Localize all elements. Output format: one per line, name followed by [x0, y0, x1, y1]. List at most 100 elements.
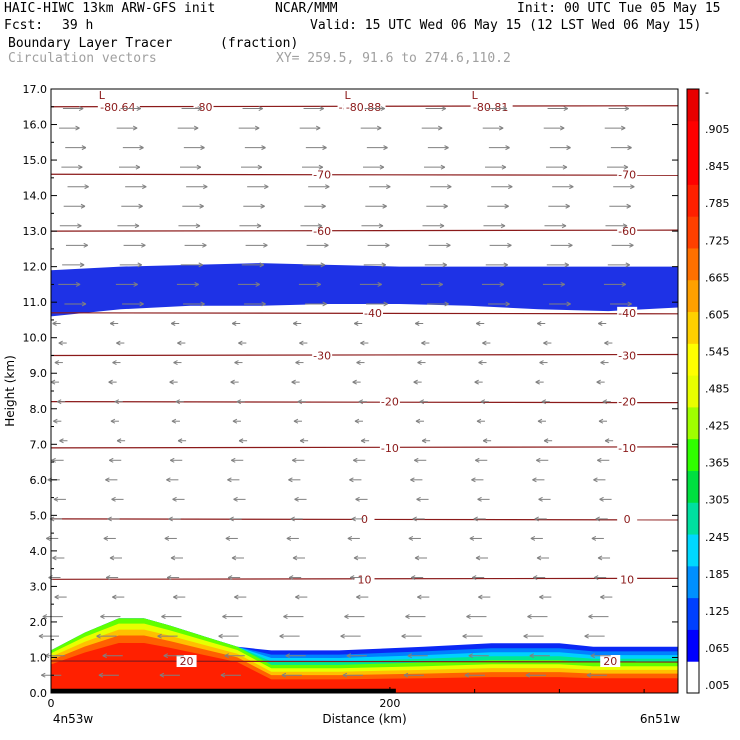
- isotherm-label-bg: [617, 225, 638, 238]
- vector-arrowhead: [405, 614, 410, 620]
- vector-arrowhead: [620, 125, 626, 131]
- vector-arrowhead: [199, 203, 204, 209]
- x-tick-label: 0: [48, 697, 55, 710]
- vector-arrowhead: [441, 106, 447, 111]
- plot-title: HAIC-HIWC 13km ARW-GFS init: [4, 1, 216, 16]
- vector-arrowhead: [79, 262, 85, 268]
- vector-arrowhead: [561, 223, 567, 229]
- vector-arrowhead: [81, 145, 87, 151]
- vector-arrowhead: [360, 438, 366, 444]
- isotherm-line: [50, 446, 679, 449]
- vector-arrowhead: [473, 516, 478, 522]
- vector-arrowhead: [322, 145, 327, 151]
- vector-arrowhead: [407, 653, 412, 659]
- vector-arrowhead: [279, 633, 284, 639]
- isotherm-label-bg: [312, 349, 333, 362]
- vector-arrowhead: [169, 379, 174, 385]
- vector-arrowhead: [560, 281, 565, 287]
- vector-arrowhead: [604, 340, 609, 346]
- isotherm-label-bg: [354, 573, 375, 586]
- vector-arrowhead: [78, 106, 84, 111]
- boundary-layer-band: [51, 643, 678, 693]
- vector-arrowhead: [315, 125, 321, 131]
- vector-arrowhead: [403, 672, 409, 678]
- vector-arrowhead: [508, 184, 513, 190]
- isotherm-label: -60: [618, 225, 636, 238]
- vector-arrowhead: [597, 555, 603, 561]
- vector-arrowhead: [105, 477, 110, 483]
- colorbar-frame: [686, 88, 700, 694]
- vector-arrowhead: [543, 340, 548, 346]
- axes: 0.0 1.0 2.0 3.0 4.0 5.0 6.0 7.0 8.0 9.0 10.0 11.0 12…: [3, 83, 680, 726]
- vector-arrowhead: [590, 653, 596, 659]
- vector-arrowhead: [444, 145, 449, 151]
- vector-arrowhead: [537, 418, 543, 424]
- isotherm-label: -10: [618, 442, 636, 455]
- colorbar-swatch: [687, 311, 699, 344]
- vector-arrowhead: [380, 106, 386, 111]
- vector-arrowhead: [175, 399, 181, 405]
- colorbar-label: .065: [705, 642, 730, 655]
- tracer-fill: [51, 263, 678, 693]
- vector-arrowhead: [476, 418, 482, 424]
- vector-arrowhead: [534, 516, 539, 522]
- isotherm-line: [50, 660, 679, 663]
- isotherm-label-bg: [617, 395, 638, 408]
- vector-arrowhead: [349, 477, 354, 483]
- isotherm-label: 10: [358, 573, 372, 586]
- vector-arrowhead: [256, 223, 262, 229]
- colorbar-label: .665: [705, 271, 730, 284]
- vector-arrowhead: [499, 281, 504, 287]
- colorbar-swatch: [687, 375, 699, 408]
- vector-arrowhead: [170, 555, 176, 561]
- vector-arrowhead: [447, 184, 452, 190]
- vector-arrowhead: [293, 418, 299, 424]
- colorbar-label: .245: [705, 531, 730, 544]
- vector-arrowhead: [344, 614, 349, 620]
- vector-arrowhead: [139, 145, 144, 151]
- vector-arrowhead: [41, 672, 46, 678]
- colorbar-swatch: [687, 534, 699, 567]
- x-axis-title: Distance (km): [322, 712, 406, 726]
- vector-arrowhead: [629, 242, 634, 248]
- vector-arrowhead: [159, 672, 165, 678]
- vector-arrowhead: [58, 340, 63, 346]
- vector-arrowhead: [171, 418, 177, 424]
- isotherm-label: -40: [618, 307, 636, 320]
- colorbar-label: .725: [705, 234, 730, 247]
- vector-arrowhead: [259, 262, 264, 268]
- isotherm-label: -70: [618, 168, 636, 181]
- vector-arrowhead: [469, 535, 475, 541]
- y-tick-label: 7.0: [30, 438, 48, 451]
- colorbar-label: .185: [705, 568, 730, 581]
- vector-arrowhead: [471, 477, 476, 483]
- vector-arrowhead: [356, 360, 361, 366]
- vector-arrowhead: [624, 106, 630, 111]
- vector-arrowhead: [466, 614, 471, 620]
- vector-arrowhead: [626, 203, 631, 209]
- vector-arrowhead: [196, 164, 202, 170]
- isotherm-label-bg: [379, 441, 400, 454]
- vector-arrowhead: [504, 203, 509, 209]
- isotherm-label-bg: [617, 512, 638, 525]
- vector-arrowhead: [75, 125, 80, 131]
- vector-arrowhead: [54, 360, 60, 366]
- vector-arrowhead: [322, 301, 327, 307]
- isotherm-label-bg: [379, 395, 400, 408]
- vector-arrowhead: [234, 594, 239, 600]
- vector-arrowhead: [462, 633, 467, 639]
- vector-arrowhead: [299, 340, 304, 346]
- vector-arrowhead: [102, 653, 107, 659]
- vector-arrowhead: [523, 633, 528, 639]
- vector-arrowhead: [539, 594, 544, 600]
- vector-arrowhead: [442, 262, 447, 268]
- y-tick-label: 6.0: [30, 474, 48, 487]
- vector-arrowhead: [543, 438, 549, 444]
- vector-arrowhead: [414, 321, 420, 326]
- vector-arrowhead: [103, 535, 109, 541]
- low-value-bg: [97, 101, 140, 113]
- low-marker: L: [344, 89, 351, 102]
- vector-arrowhead: [346, 653, 351, 659]
- vector-arrowhead: [562, 164, 568, 170]
- vector-arrowhead: [78, 164, 83, 170]
